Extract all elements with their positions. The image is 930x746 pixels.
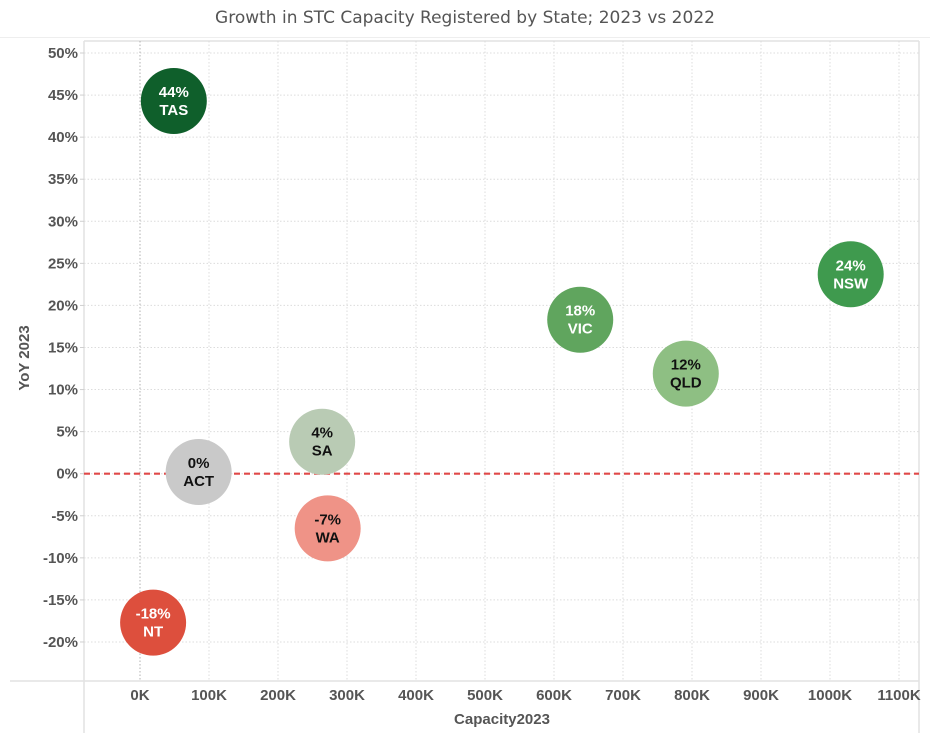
y-axis-title: YoY 2023 <box>16 325 33 390</box>
y-tick-label: 5% <box>56 424 78 441</box>
x-tick-label: 400K <box>398 687 434 704</box>
bubble-value-label: -7% <box>314 511 341 528</box>
plot-frame <box>10 40 920 733</box>
y-axis-ticks: 50% 45% 40% 35% 30% 25% 20% 15% 10% 5% 0% -5% -10% -1… <box>43 45 84 651</box>
y-tick-label: 30% <box>48 213 78 230</box>
x-tick-label: 600K <box>536 687 572 704</box>
bubbles: 44%TAS 24%NSW 18%VIC 12%QLD 4%SA 0%ACT -7%WA -1… <box>120 67 884 656</box>
x-tick-label: 900K <box>743 687 779 704</box>
y-tick-label: 10% <box>48 382 78 399</box>
bubble-state-label: TAS <box>159 102 188 119</box>
bubble-tas[interactable]: 44%TAS <box>140 67 207 134</box>
bubble-value-label: 24% <box>836 257 866 274</box>
y-tick-label: 20% <box>48 297 78 314</box>
bubble-circle[interactable] <box>547 286 614 353</box>
bubble-vic[interactable]: 18%VIC <box>547 286 614 353</box>
bubble-state-label: NSW <box>833 275 869 292</box>
bubble-state-label: QLD <box>670 375 702 392</box>
gridlines <box>84 41 919 681</box>
bubble-wa[interactable]: -7%WA <box>294 495 361 562</box>
bubble-circle[interactable] <box>289 408 356 475</box>
bubble-state-label: SA <box>312 443 333 460</box>
title-divider <box>0 37 930 38</box>
bubble-circle[interactable] <box>165 439 232 506</box>
bubble-value-label: 0% <box>188 455 210 472</box>
y-tick-label: 15% <box>48 339 78 356</box>
bubble-state-label: NT <box>143 624 163 641</box>
bubble-sa[interactable]: 4%SA <box>289 408 356 475</box>
bubble-act[interactable]: 0%ACT <box>165 439 232 506</box>
x-tick-label: 800K <box>674 687 710 704</box>
bubble-value-label: 4% <box>311 425 333 442</box>
y-tick-label: -15% <box>43 592 78 609</box>
bubble-state-label: WA <box>316 529 340 546</box>
x-tick-label: 700K <box>605 687 641 704</box>
x-tick-label: 0K <box>130 687 149 704</box>
y-tick-label: 50% <box>48 45 78 62</box>
x-tick-label: 1000K <box>808 687 852 704</box>
bubble-state-label: ACT <box>183 473 214 490</box>
y-tick-label: 0% <box>56 466 78 483</box>
x-axis-title: Capacity2023 <box>454 711 550 728</box>
x-tick-label: 1100K <box>877 687 921 704</box>
y-tick-label: 45% <box>48 87 78 104</box>
bubble-circle[interactable] <box>294 495 361 562</box>
x-tick-label: 100K <box>191 687 227 704</box>
bubble-circle[interactable] <box>140 67 207 134</box>
y-tick-label: -20% <box>43 634 78 651</box>
y-tick-label: 40% <box>48 129 78 146</box>
chart-title: Growth in STC Capacity Registered by Sta… <box>215 8 715 28</box>
y-tick-label: 25% <box>48 255 78 272</box>
y-tick-label: 35% <box>48 171 78 188</box>
bubble-nt[interactable]: -18%NT <box>120 589 187 656</box>
bubble-value-label: 12% <box>671 357 701 374</box>
x-axis-ticks: 0K 100K 200K 300K 400K 500K 600K 700K 800K 900K 10… <box>130 687 920 704</box>
bubble-value-label: 44% <box>159 84 189 101</box>
bubble-circle[interactable] <box>652 340 719 407</box>
x-tick-label: 500K <box>467 687 503 704</box>
bubble-circle[interactable] <box>120 589 187 656</box>
y-tick-label: -10% <box>43 550 78 567</box>
x-tick-label: 300K <box>329 687 365 704</box>
bubble-value-label: -18% <box>136 606 171 623</box>
bubble-value-label: 18% <box>565 303 595 320</box>
bubble-state-label: VIC <box>568 321 593 338</box>
x-tick-label: 200K <box>260 687 296 704</box>
bubble-nsw[interactable]: 24%NSW <box>817 241 884 308</box>
y-tick-label: -5% <box>51 508 78 525</box>
bubble-qld[interactable]: 12%QLD <box>652 340 719 407</box>
bubble-circle[interactable] <box>817 241 884 308</box>
